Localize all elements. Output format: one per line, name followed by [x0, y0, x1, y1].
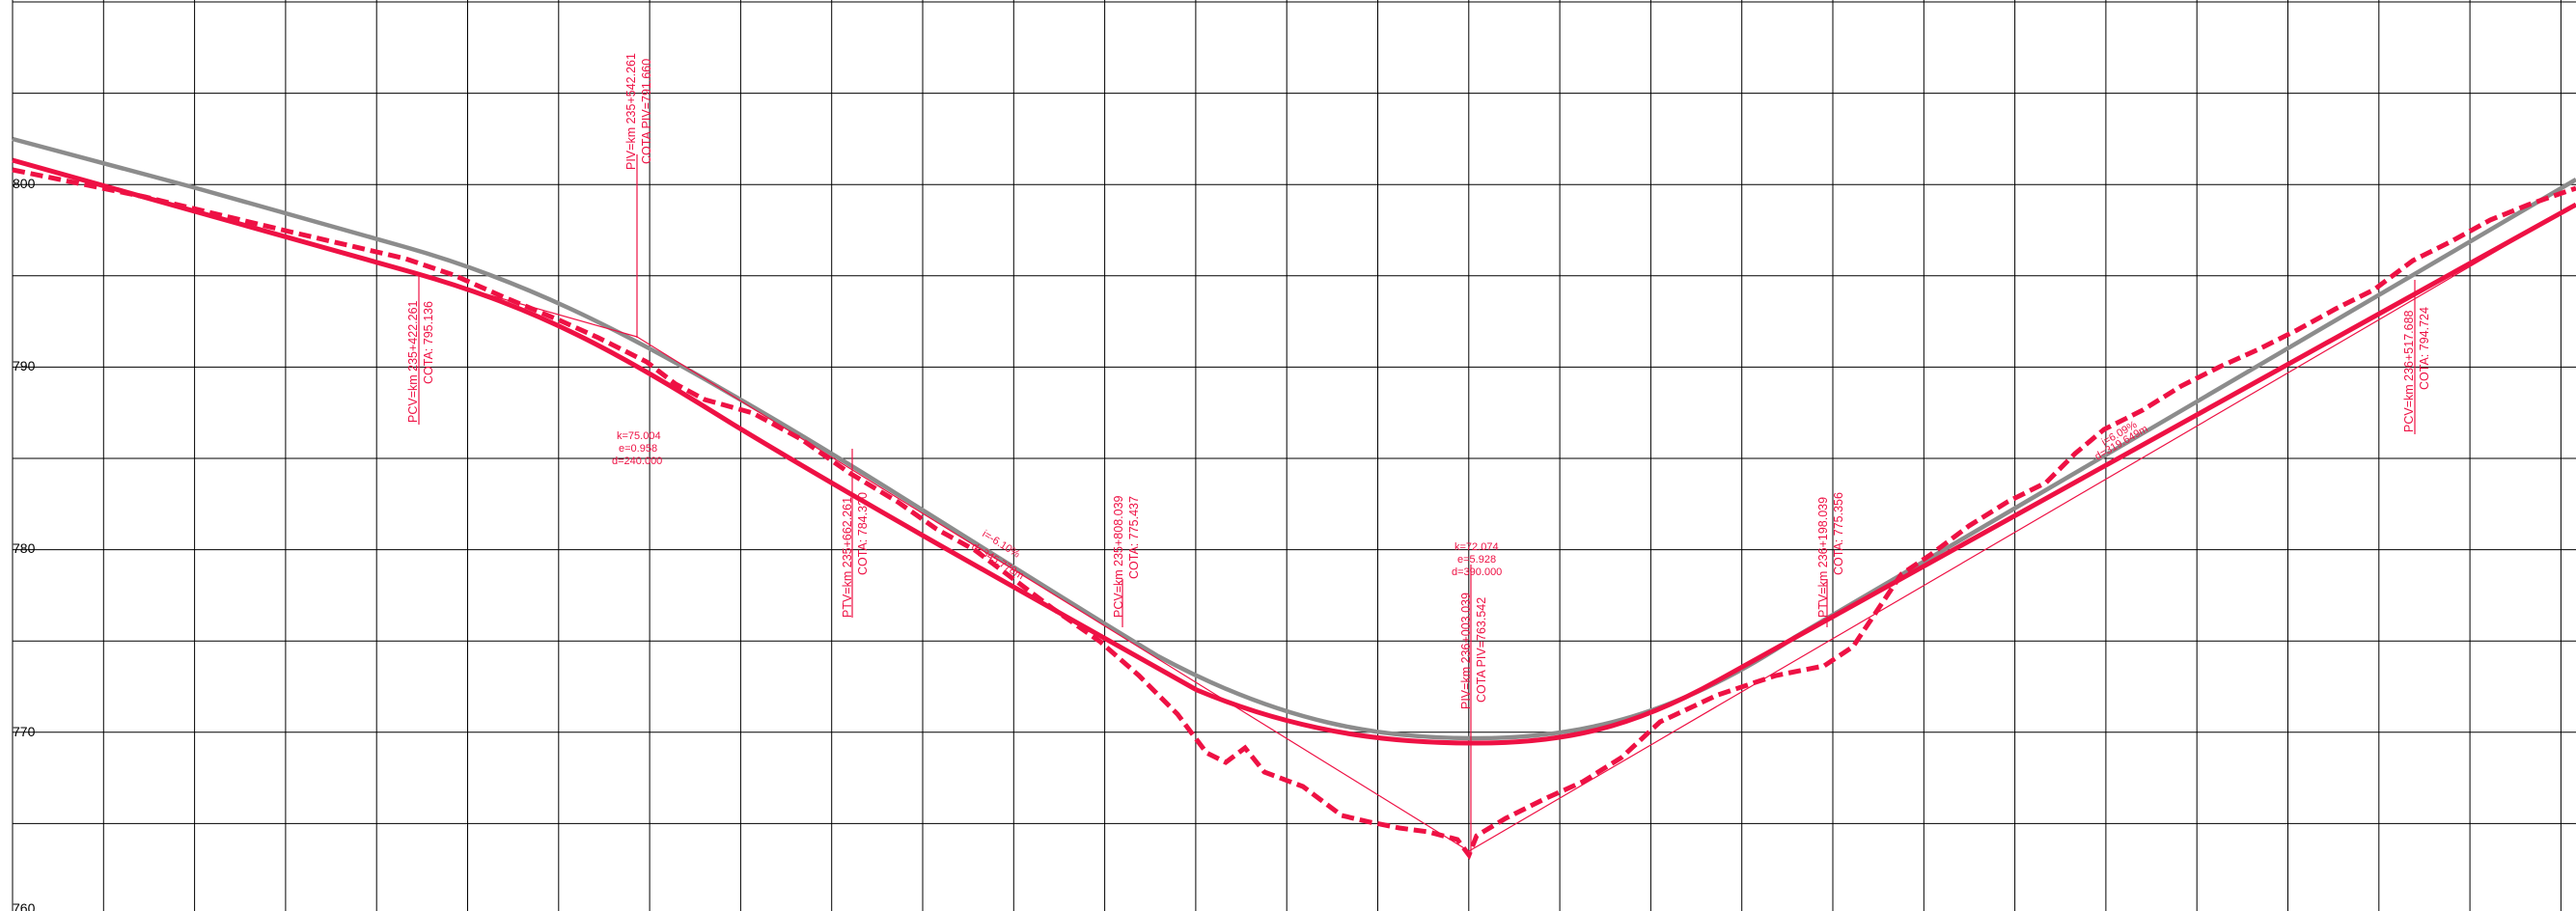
pcv-3-station: PCV=km 236+517.688 — [2402, 310, 2416, 432]
curve-2-d: d=390.000 — [1452, 566, 1502, 578]
station-leaders — [418, 154, 2416, 854]
curve-1-k: k=75.004 — [617, 430, 661, 442]
curve-1-e: e=0.958 — [619, 443, 657, 455]
ptv-1-elevation: COTA: 784.330 — [856, 492, 870, 575]
terrain-line — [12, 167, 2576, 861]
elevation-label-790: 790 — [13, 358, 36, 373]
elevation-label-780: 780 — [13, 540, 36, 556]
pcv-2-elevation: COTA: 775.437 — [1127, 496, 1141, 579]
tangent-line-2 — [636, 336, 1470, 852]
piv-2-station: PIV=km 236+003.039 — [1459, 593, 1473, 709]
curve-2-k: k=72.074 — [1454, 541, 1499, 553]
tangent-lines — [12, 159, 2576, 852]
design-profile-line — [12, 157, 2576, 746]
piv-1-station: PIV=km 235+542.261 — [624, 53, 638, 170]
piv-1-elevation: COTA PIV=791.660 — [640, 59, 653, 164]
curve-2-e: e=5.928 — [1457, 554, 1496, 566]
ptv-2-station: PTV=km 236+198.039 — [1816, 497, 1830, 618]
elevation-label-760: 760 — [13, 900, 36, 911]
pcv-2-station: PCV=km 235+808.039 — [1112, 495, 1125, 618]
pcv-1-station: PCV=km 235+422.261 — [406, 300, 420, 423]
pcv-1-elevation: COTA: 795.136 — [422, 301, 435, 384]
tangent-line-3 — [1468, 204, 2576, 852]
grid — [12, 0, 2576, 911]
pcv-3-elevation: COTA: 794.724 — [2418, 307, 2431, 390]
ptv-1-station: PTV=km 235+662.261 — [841, 497, 854, 618]
ptv-2-elevation: COTA: 775.356 — [1832, 492, 1845, 575]
piv-2-elevation: COTA PIV=763.542 — [1475, 597, 1488, 703]
curve-1-d: d=240.000 — [612, 456, 662, 467]
elevation-label-770: 770 — [13, 724, 36, 739]
elevation-label-800: 800 — [13, 176, 36, 191]
existing-profile-line — [12, 136, 2576, 741]
